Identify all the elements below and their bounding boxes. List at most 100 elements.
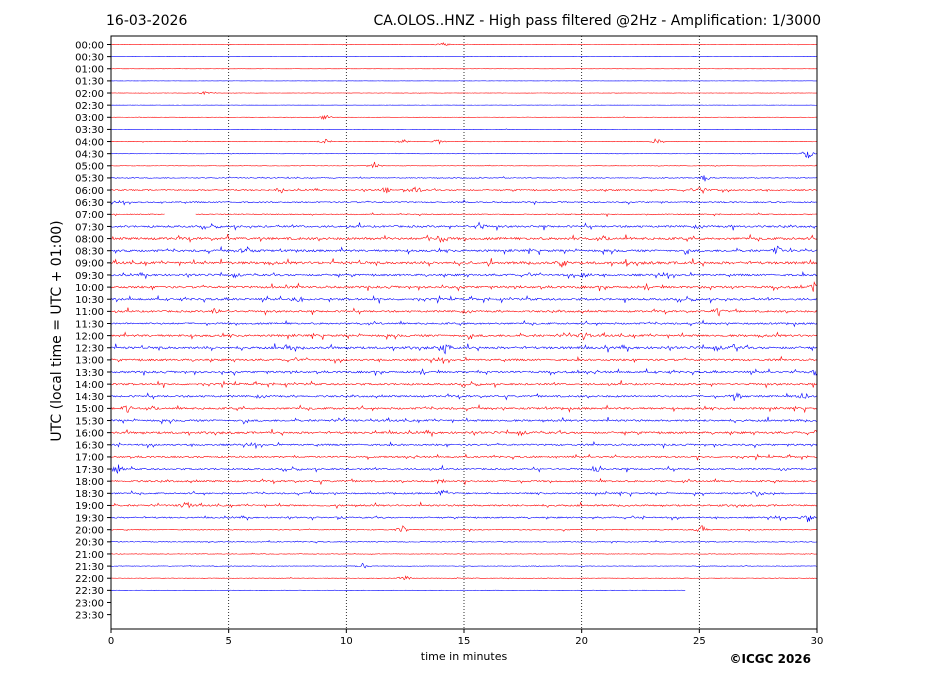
trace-row-0630 [110, 199, 818, 206]
row-time-label: 17:00 [75, 453, 104, 464]
y-axis-label: UTC (local time = UTC + 01:00) [49, 220, 65, 441]
row-time-label: 03:30 [75, 125, 104, 136]
row-time-label: 01:30 [75, 77, 104, 88]
trace-row-1630 [110, 440, 818, 450]
row-time-label: 18:30 [75, 489, 104, 500]
trace-row-2200 [110, 575, 818, 580]
row-time-label: 07:30 [75, 222, 104, 233]
trace-row-1230 [110, 343, 818, 355]
row-time-label: 06:30 [75, 198, 104, 209]
trace-row-0200 [110, 91, 818, 96]
copyright-label: ©ICGC 2026 [729, 652, 811, 666]
trace-row-1300 [110, 355, 818, 364]
row-time-label: 00:30 [75, 52, 104, 63]
row-time-label: 22:30 [75, 586, 104, 597]
row-time-label: 21:00 [75, 550, 104, 561]
trace-row-1130 [110, 319, 818, 328]
row-time-label: 12:00 [75, 331, 104, 342]
row-time-label: 17:30 [75, 465, 104, 476]
row-time-label: 05:30 [75, 174, 104, 185]
row-time-label: 23:00 [75, 598, 104, 609]
row-time-label: 02:30 [75, 101, 104, 112]
trace-row-0800 [110, 233, 818, 244]
trace-row-0400 [110, 138, 818, 145]
row-time-label: 04:30 [75, 149, 104, 160]
row-time-label: 12:30 [75, 344, 104, 355]
row-time-label: 09:00 [75, 259, 104, 270]
row-time-label: 04:00 [75, 137, 104, 148]
trace-row-0300 [110, 114, 818, 121]
row-time-label: 15:00 [75, 404, 104, 415]
row-time-label: 10:00 [75, 283, 104, 294]
trace-row-1400 [110, 380, 818, 389]
x-tick-label: 10 [340, 636, 353, 647]
row-time-label: 10:30 [75, 295, 104, 306]
trace-row-1900 [110, 501, 818, 509]
row-time-label: 08:00 [75, 234, 104, 245]
row-time-label: 13:00 [75, 356, 104, 367]
trace-row-0600 [110, 186, 818, 194]
x-tick-label: 5 [225, 636, 231, 647]
row-time-label: 21:30 [75, 562, 104, 573]
plot-frame [110, 35, 818, 630]
trace-row-0330 [110, 128, 818, 131]
row-time-label: 22:00 [75, 574, 104, 585]
row-time-label: 03:00 [75, 113, 104, 124]
chart-title: CA.OLOS..HNZ - High pass filtered @2Hz -… [373, 13, 821, 29]
x-axis-label: time in minutes [421, 650, 508, 663]
trace-row-1930 [110, 515, 818, 523]
row-time-label: 16:00 [75, 428, 104, 439]
row-time-label: 00:00 [75, 40, 104, 51]
trace-row-0730 [110, 221, 818, 232]
row-time-label: 20:30 [75, 538, 104, 549]
trace-row-0700 [110, 212, 818, 218]
row-time-label: 14:30 [75, 392, 104, 403]
row-time-label: 06:00 [75, 186, 104, 197]
row-time-label: 23:30 [75, 610, 104, 621]
row-time-label: 11:00 [75, 307, 104, 318]
x-axis-ticks: 0 5 10 15 20 25 30 [108, 629, 824, 647]
trace-row-2000 [110, 525, 818, 533]
trace-row-1730 [110, 464, 818, 474]
trace-row-1530 [110, 416, 818, 425]
seismic-traces [110, 42, 818, 591]
trace-row-0500 [110, 161, 818, 169]
x-tick-label: 25 [693, 636, 706, 647]
trace-row-2130 [110, 562, 818, 569]
row-time-label: 02:00 [75, 89, 104, 100]
row-time-label: 15:30 [75, 416, 104, 427]
trace-row-1600 [110, 428, 818, 438]
trace-row-1200 [110, 331, 818, 341]
row-time-label: 16:30 [75, 441, 104, 452]
trace-row-2030 [110, 539, 818, 544]
x-tick-label: 20 [575, 636, 588, 647]
row-time-label: 11:30 [75, 319, 104, 330]
x-tick-label: 30 [811, 636, 824, 647]
row-time-label: 05:00 [75, 162, 104, 173]
trace-row-0230 [110, 104, 818, 106]
trace-row-1500 [110, 403, 818, 414]
trace-row-1100 [110, 307, 818, 317]
row-time-label: 13:30 [75, 368, 104, 379]
trace-row-1330 [110, 367, 818, 377]
trace-row-0930 [110, 271, 818, 280]
row-time-label: 14:00 [75, 380, 104, 391]
trace-row-2100 [110, 552, 818, 555]
trace-row-0530 [110, 175, 818, 182]
trace-row-0000 [110, 42, 818, 46]
trace-row-0130 [110, 80, 818, 82]
trace-row-1830 [110, 489, 818, 498]
row-time-label: 20:00 [75, 526, 104, 537]
x-tick-label: 0 [108, 636, 114, 647]
x-tick-label: 15 [458, 636, 471, 647]
trace-row-1800 [110, 477, 818, 486]
trace-row-0830 [110, 245, 818, 256]
row-time-label: 19:00 [75, 501, 104, 512]
row-time-label: 09:30 [75, 271, 104, 282]
trace-row-1700 [110, 453, 817, 461]
date-label: 16-03-2026 [106, 13, 187, 29]
row-time-label: 19:30 [75, 513, 104, 524]
